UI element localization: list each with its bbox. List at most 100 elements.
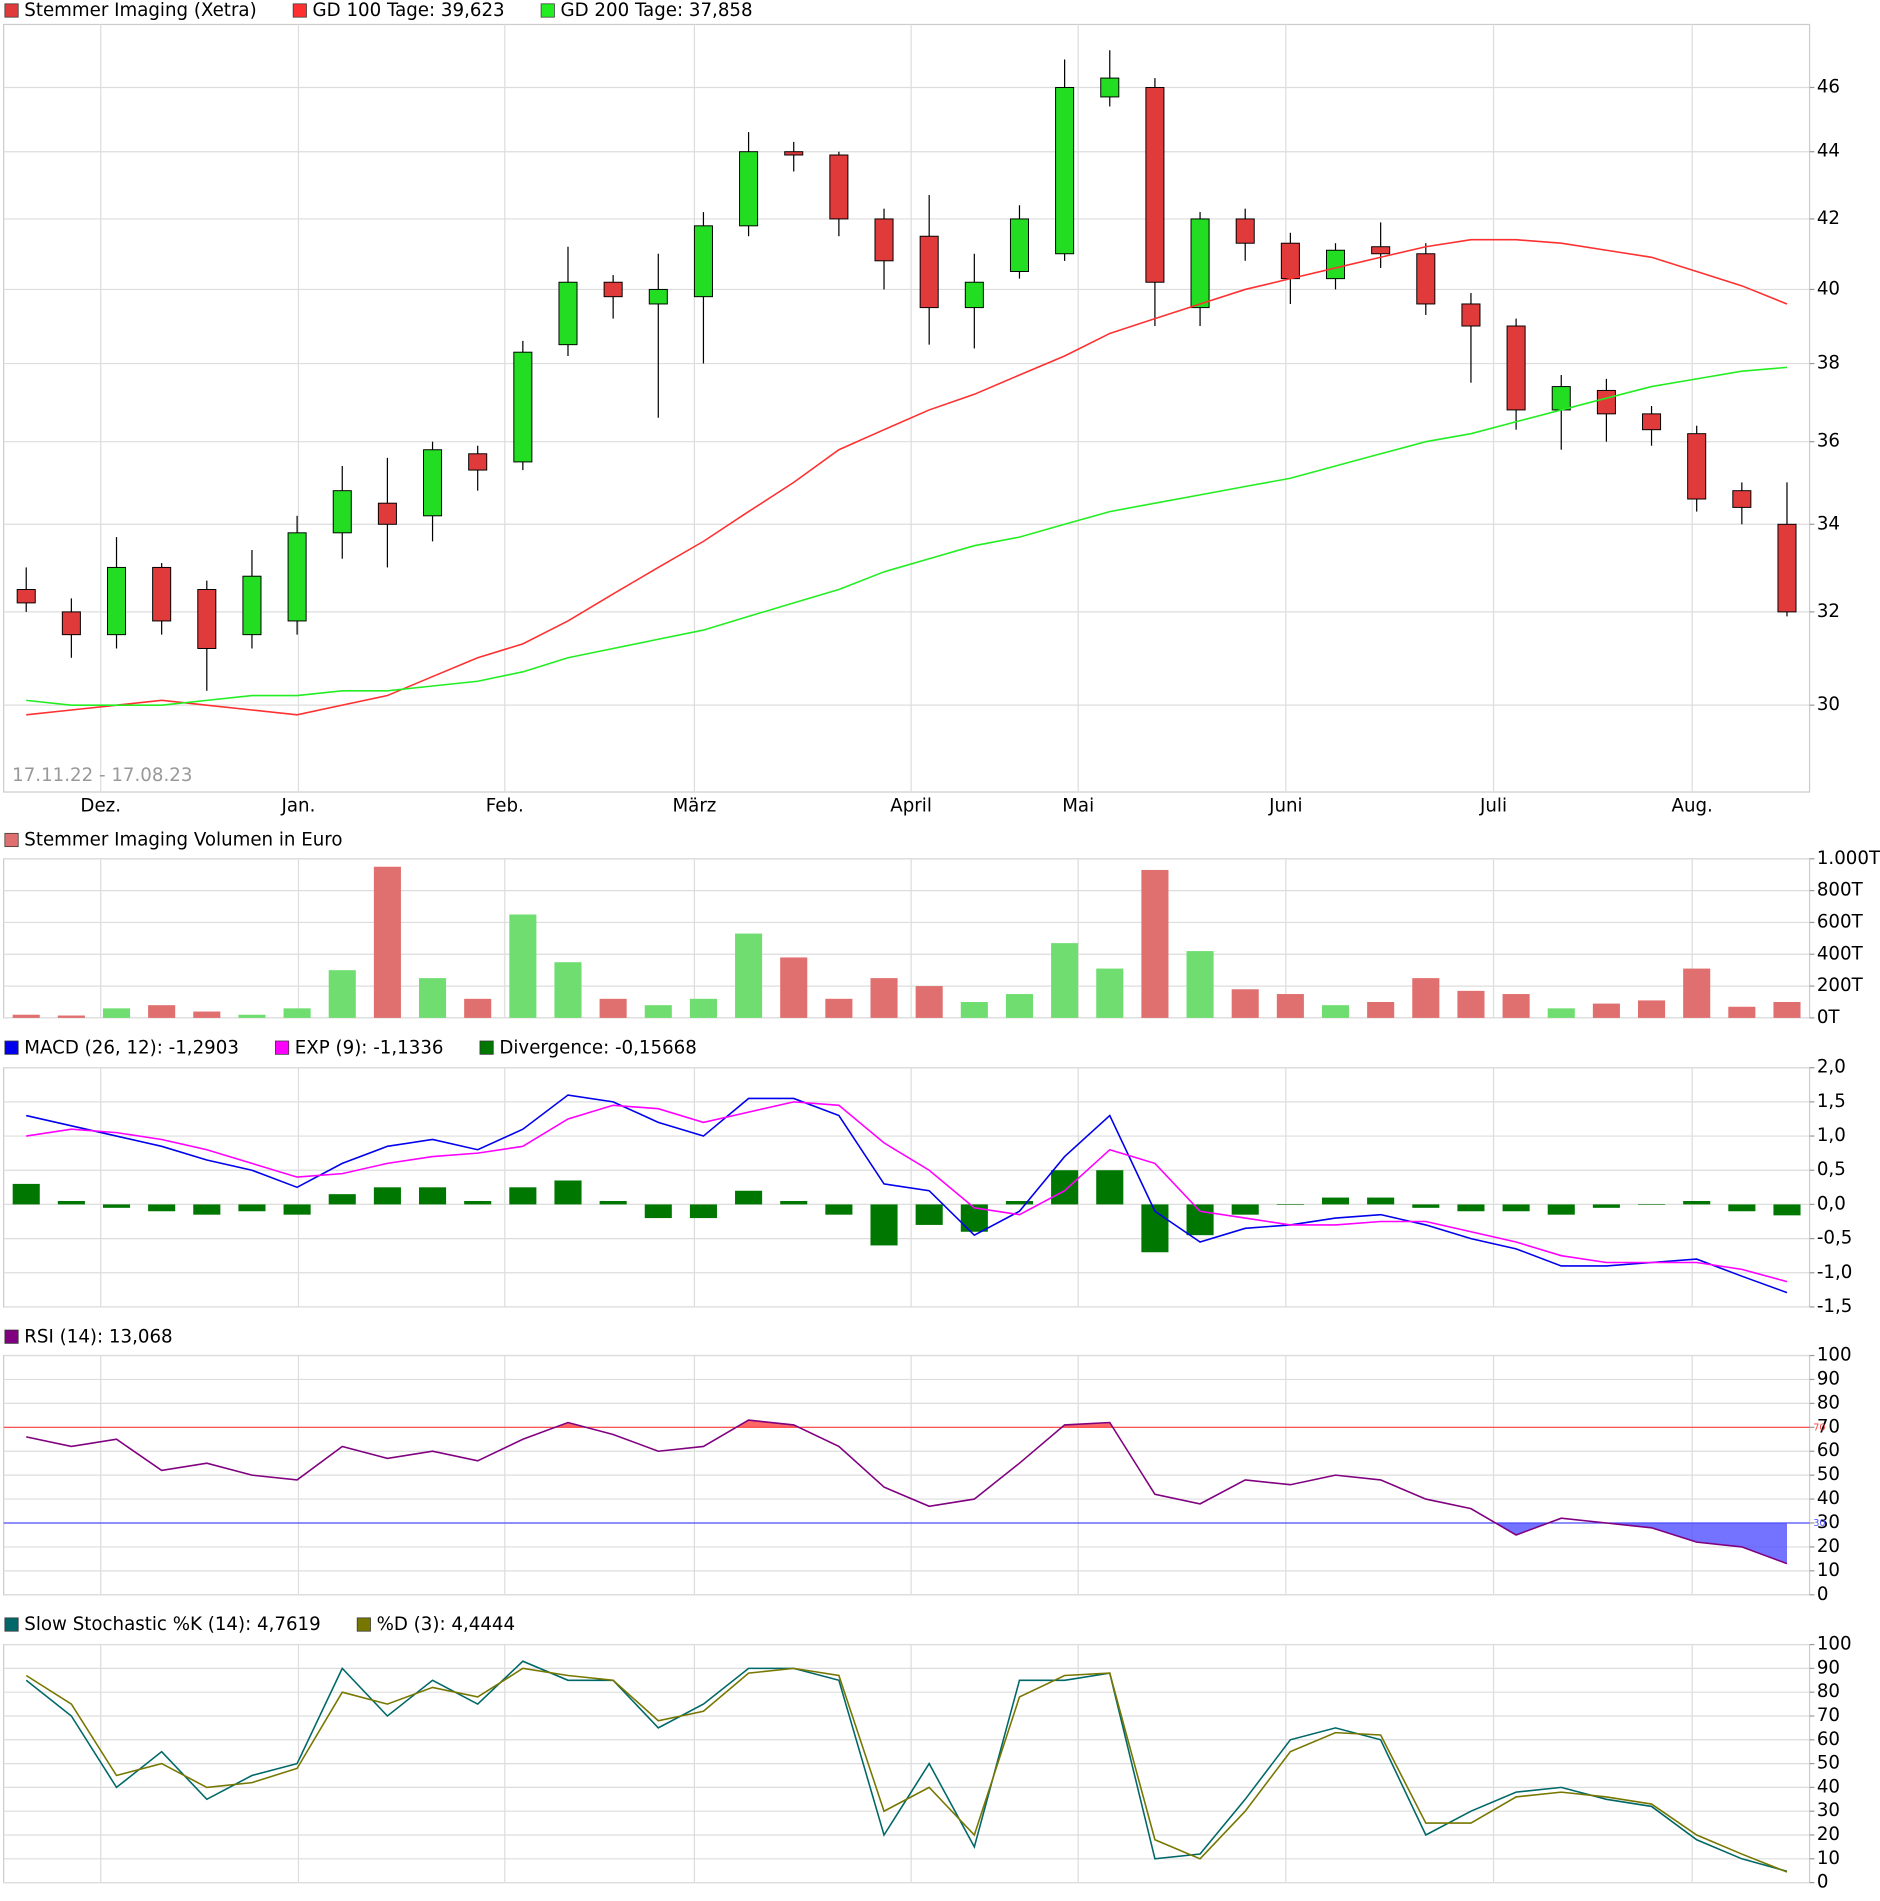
- candle-body: [784, 151, 804, 156]
- y-tick-label: -1,0: [1817, 1262, 1853, 1283]
- legend-label: Divergence: -0,15668: [499, 1037, 696, 1058]
- bar: [193, 1204, 221, 1215]
- bar: [1728, 1006, 1756, 1018]
- y-tick-label: 100: [1817, 1345, 1852, 1366]
- bar: [1457, 990, 1485, 1018]
- y-tick-label: 10: [1817, 1560, 1840, 1581]
- legend-label: EXP (9): -1,1336: [295, 1037, 444, 1058]
- y-tick-label: 36: [1817, 431, 1840, 452]
- candle-body: [1009, 218, 1029, 272]
- x-tick-label: Juni: [1268, 796, 1303, 817]
- x-tick-label: Juli: [1479, 796, 1507, 817]
- bar: [12, 1183, 40, 1205]
- candle-body: [1596, 389, 1616, 415]
- bar: [825, 1204, 853, 1215]
- y-tick-label: 80: [1817, 1392, 1840, 1413]
- legend-swatch: [4, 3, 19, 18]
- y-tick-label: 1,5: [1817, 1091, 1846, 1112]
- y-tick-label: 46: [1817, 76, 1840, 97]
- y-tick-label: 1,0: [1817, 1125, 1846, 1146]
- legend-swatch: [274, 1040, 290, 1055]
- series-line: [26, 1094, 1788, 1294]
- bar: [283, 1008, 311, 1018]
- candle-body: [1280, 242, 1300, 280]
- candle-body: [1687, 433, 1707, 500]
- plot-frame: [3, 858, 1811, 1019]
- bar: [1005, 1200, 1034, 1205]
- bar: [689, 998, 717, 1018]
- y-tick-label: 0,5: [1817, 1159, 1846, 1180]
- y-tick-label: 0T: [1817, 1007, 1841, 1028]
- bar: [1637, 1204, 1666, 1206]
- y-tick-label: 44: [1817, 141, 1840, 162]
- y-tick-label: 40: [1817, 278, 1840, 299]
- bar: [509, 1187, 537, 1205]
- level-fill: [26, 1420, 1787, 1428]
- y-tick-label: 30: [1817, 1512, 1840, 1533]
- bar: [1276, 1204, 1304, 1206]
- y-tick-label: 90: [1817, 1368, 1840, 1389]
- bar: [193, 1011, 221, 1018]
- bar: [644, 1204, 672, 1219]
- bar: [825, 998, 853, 1018]
- candle-body: [1732, 490, 1752, 508]
- candle-body: [61, 611, 81, 636]
- candle-body: [1506, 325, 1526, 411]
- y-tick-label: 80: [1817, 1681, 1840, 1702]
- bar: [1502, 1204, 1530, 1212]
- bar: [1367, 1001, 1395, 1018]
- bar: [599, 998, 627, 1018]
- y-tick-label: 800T: [1817, 880, 1864, 901]
- bar: [1141, 869, 1169, 1018]
- bar: [102, 1008, 131, 1018]
- y-tick-label: 90: [1817, 1657, 1840, 1678]
- bar: [238, 1014, 266, 1018]
- bar: [1051, 943, 1079, 1018]
- bar: [915, 1204, 943, 1225]
- candle-body: [468, 453, 488, 471]
- candle-body: [739, 151, 759, 227]
- bar: [689, 1204, 717, 1219]
- candle-body: [423, 449, 443, 517]
- bar: [1231, 989, 1259, 1018]
- y-tick-label: 30: [1817, 1800, 1840, 1821]
- x-tick-label: Aug.: [1672, 796, 1713, 817]
- candle-body: [513, 351, 533, 463]
- bar: [1186, 1204, 1214, 1236]
- bar: [1502, 994, 1530, 1018]
- bar: [1321, 1197, 1350, 1205]
- y-tick-label: -1,5: [1817, 1296, 1853, 1317]
- bar: [148, 1005, 176, 1018]
- bar: [509, 914, 537, 1018]
- bar: [554, 1180, 582, 1205]
- series-line: [26, 1419, 1788, 1565]
- candle-body: [829, 154, 849, 220]
- bar: [238, 1204, 266, 1212]
- x-tick-label: Mai: [1062, 796, 1094, 817]
- candle-body: [377, 502, 397, 525]
- bar: [1186, 951, 1214, 1018]
- bar: [1412, 978, 1440, 1018]
- bar: [915, 986, 943, 1018]
- candle-body: [1777, 523, 1797, 613]
- y-tick-label: 60: [1817, 1440, 1840, 1461]
- bar: [780, 1200, 808, 1205]
- bar: [1773, 1204, 1801, 1216]
- legend-label: GD 200 Tage: 37,858: [561, 0, 753, 21]
- candle-body: [1642, 413, 1662, 431]
- bar: [644, 1005, 672, 1018]
- bar: [1592, 1003, 1620, 1018]
- level-fill: [26, 1523, 1787, 1564]
- legend-swatch: [4, 1040, 19, 1055]
- legend-label: GD 100 Tage: 39,623: [313, 0, 505, 21]
- candle-body: [964, 281, 984, 309]
- bar: [599, 1200, 627, 1205]
- series-line: [26, 366, 1788, 706]
- legend-label: %D (3): 4,4444: [377, 1614, 516, 1635]
- candle-body: [242, 575, 262, 636]
- legend-label: Stemmer Imaging (Xetra): [24, 0, 256, 21]
- bar: [283, 1204, 311, 1215]
- legend-swatch: [4, 1617, 19, 1632]
- series-line: [25, 1667, 1788, 1873]
